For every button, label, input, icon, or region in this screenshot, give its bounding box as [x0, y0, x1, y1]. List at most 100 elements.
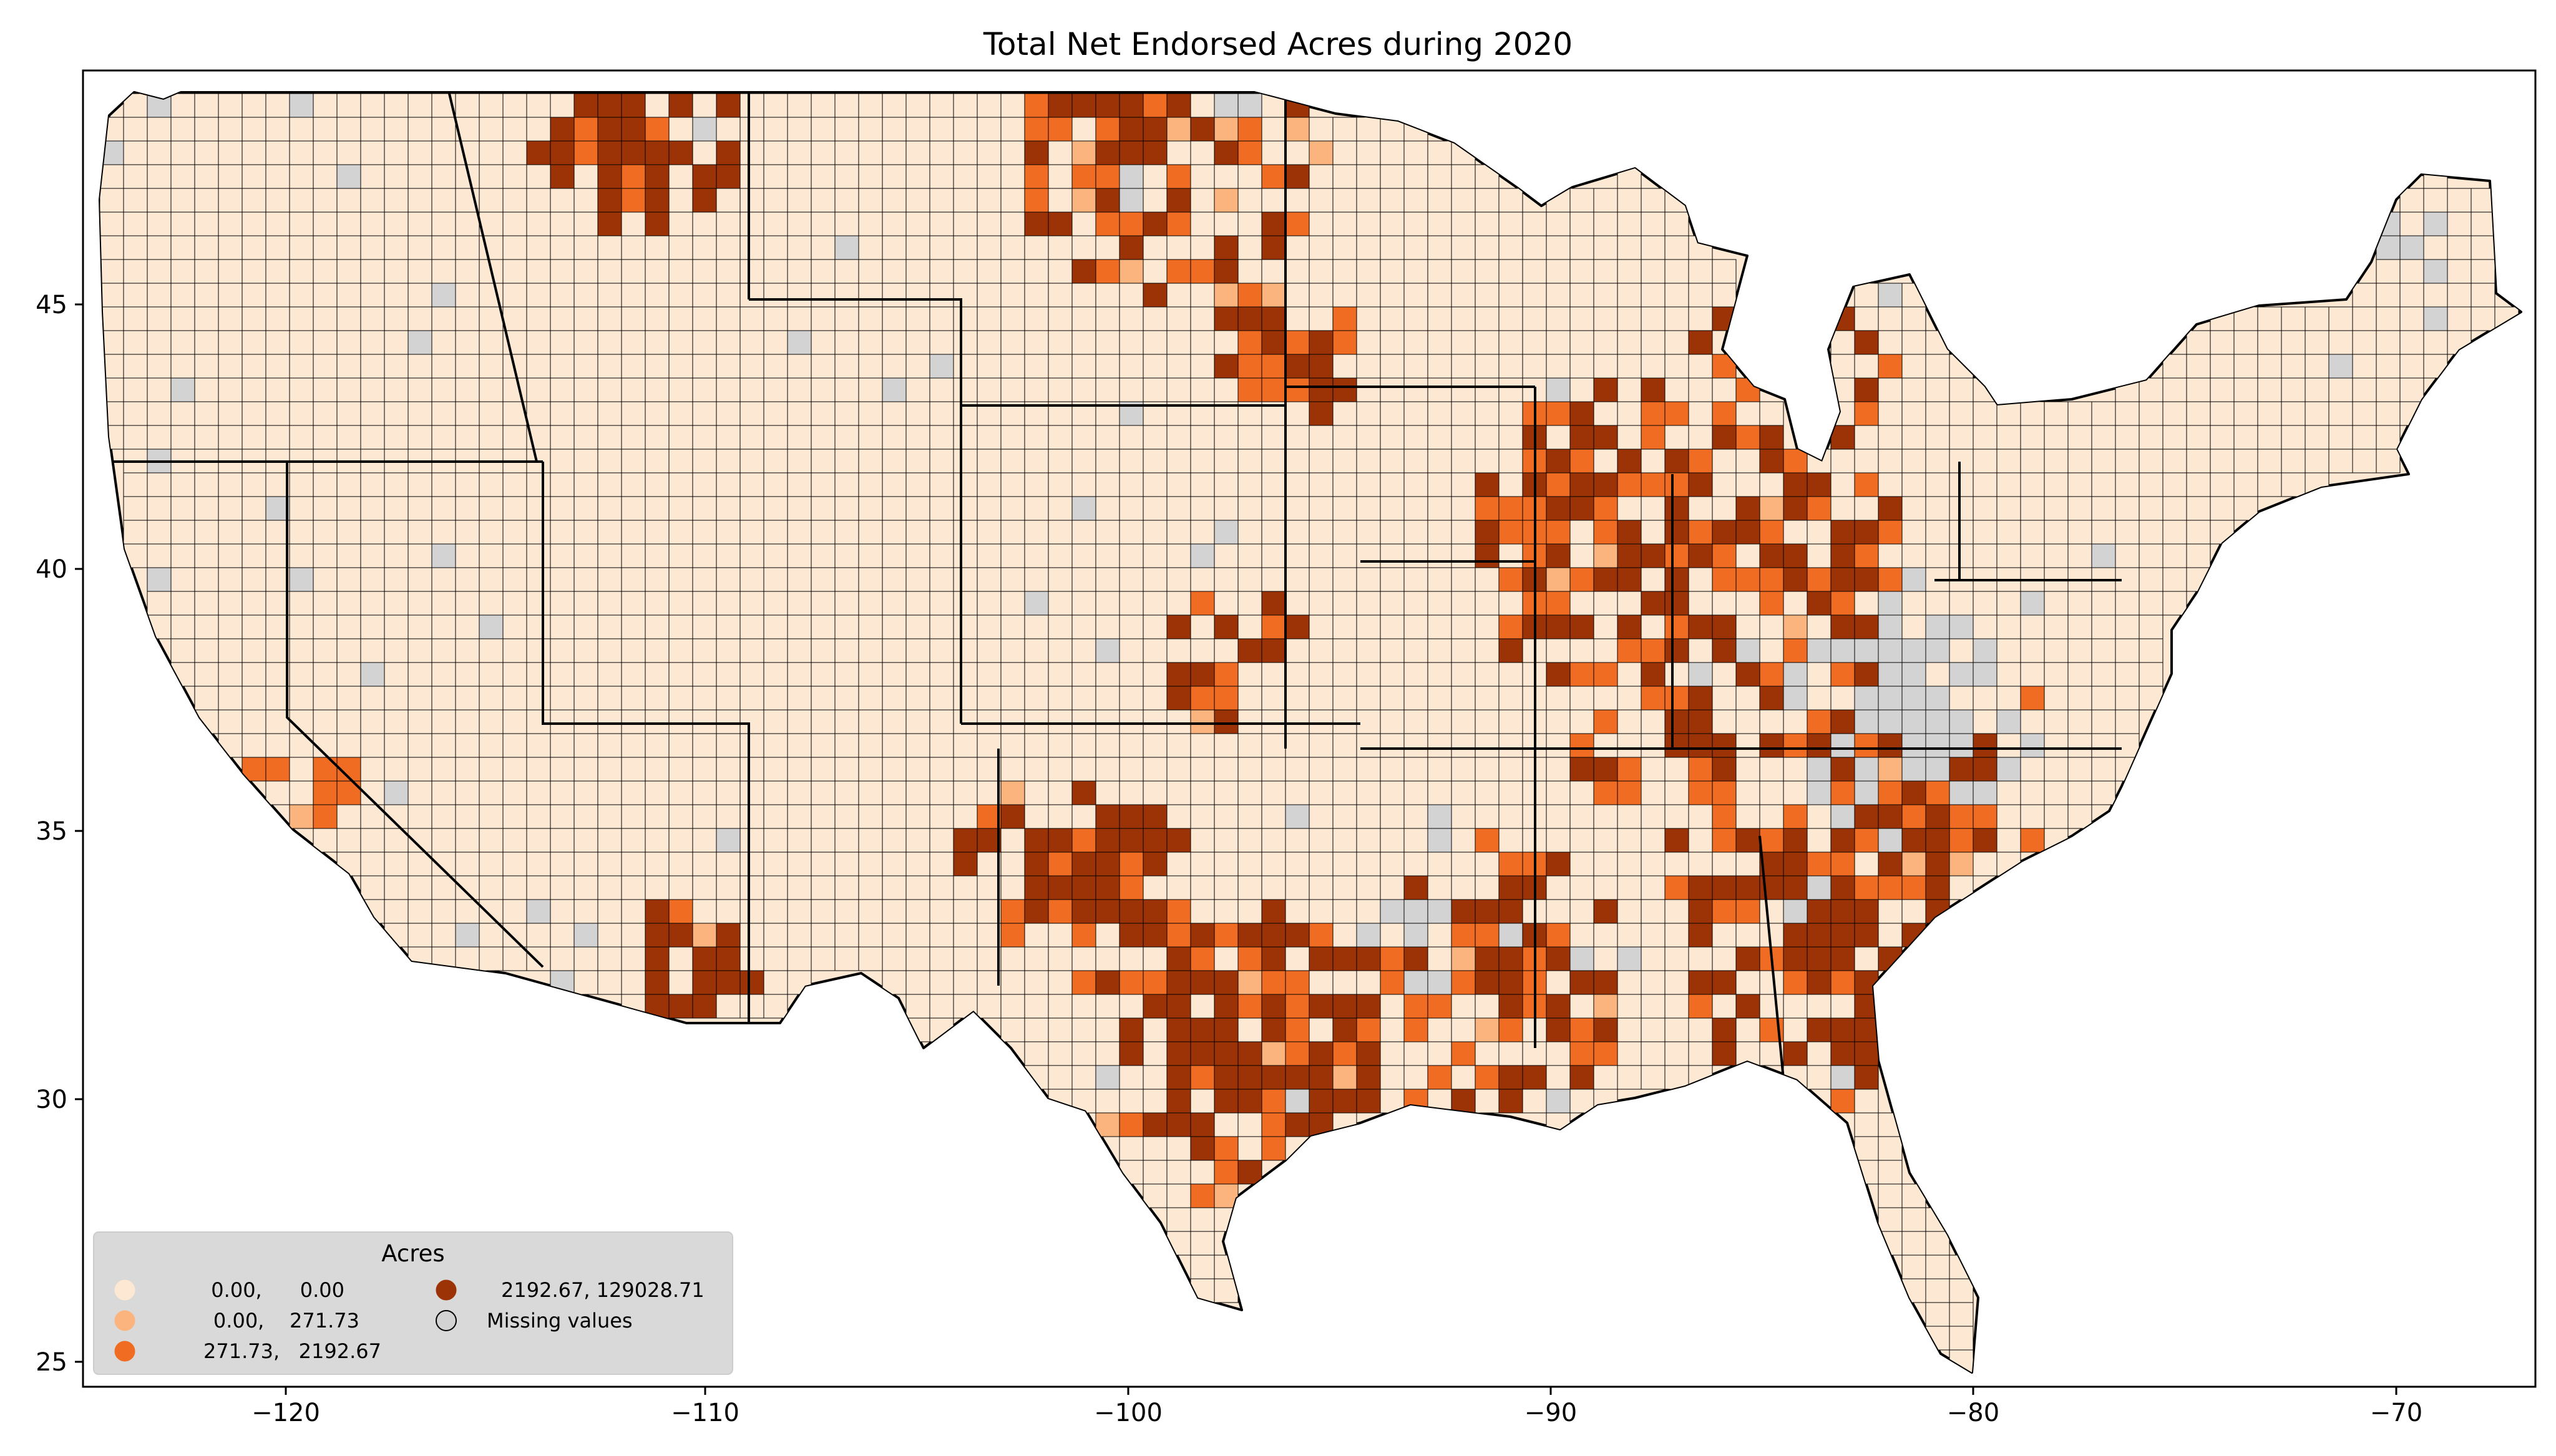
county-polygon: [692, 899, 717, 924]
county-polygon: [384, 93, 409, 118]
county-polygon: [1973, 614, 1997, 639]
county-polygon: [763, 614, 788, 639]
county-polygon: [621, 567, 646, 592]
county-polygon: [1475, 946, 1500, 971]
county-polygon: [1641, 1041, 1666, 1066]
county-polygon: [431, 164, 456, 189]
county-polygon: [1000, 567, 1025, 592]
county-polygon: [1688, 946, 1713, 971]
county-polygon: [1617, 899, 1642, 924]
county-polygon: [1214, 520, 1239, 545]
county-polygon: [1664, 520, 1689, 545]
county-polygon: [550, 780, 575, 805]
county-polygon: [977, 330, 1002, 355]
county-polygon: [1143, 520, 1168, 545]
county-polygon: [1925, 449, 1950, 473]
county-polygon: [1190, 1065, 1215, 1090]
county-polygon: [1332, 994, 1357, 1019]
county-polygon: [573, 259, 598, 284]
county-polygon: [1427, 401, 1452, 426]
county-polygon: [763, 757, 788, 782]
county-polygon: [336, 496, 361, 521]
county-polygon: [336, 377, 361, 402]
county-polygon: [716, 804, 741, 829]
county-polygon: [526, 757, 551, 782]
county-polygon: [1332, 757, 1357, 782]
county-polygon: [1071, 449, 1096, 473]
county-polygon: [289, 804, 314, 829]
county-polygon: [289, 259, 314, 284]
county-polygon: [289, 117, 314, 142]
county-polygon: [2115, 449, 2140, 473]
county-polygon: [1641, 686, 1666, 711]
county-polygon: [1024, 306, 1049, 331]
county-polygon: [1143, 164, 1168, 189]
county-polygon: [2044, 472, 2069, 497]
county-polygon: [1214, 1136, 1239, 1161]
county-polygon: [1309, 330, 1334, 355]
county-polygon: [716, 140, 741, 165]
county-polygon: [1688, 496, 1713, 521]
county-polygon: [1190, 1136, 1215, 1161]
county-polygon: [1403, 283, 1428, 308]
county-polygon: [1356, 401, 1381, 426]
county-polygon: [1380, 259, 1405, 284]
county-polygon: [1380, 852, 1405, 876]
county-polygon: [763, 591, 788, 616]
county-polygon: [265, 354, 290, 379]
county-polygon: [1712, 543, 1737, 568]
county-polygon: [668, 709, 693, 734]
county-polygon: [360, 117, 385, 142]
county-polygon: [1237, 1136, 1262, 1161]
county-polygon: [313, 211, 338, 236]
county-polygon: [1973, 449, 1997, 473]
county-polygon: [1403, 852, 1428, 876]
county-polygon: [668, 330, 693, 355]
county-polygon: [1807, 496, 1832, 521]
county-polygon: [1498, 235, 1523, 260]
county-polygon: [1854, 662, 1879, 687]
county-polygon: [123, 259, 148, 284]
county-polygon: [479, 591, 504, 616]
county-polygon: [1688, 354, 1713, 379]
county-polygon: [360, 733, 385, 758]
county-polygon: [2115, 638, 2140, 663]
county-polygon: [811, 211, 836, 236]
county-polygon: [1024, 188, 1049, 213]
county-polygon: [1593, 875, 1618, 900]
county-polygon: [1712, 662, 1737, 687]
county-polygon: [811, 401, 836, 426]
county-polygon: [550, 852, 575, 876]
county-polygon: [858, 828, 883, 853]
county-polygon: [1641, 591, 1666, 616]
county-polygon: [1237, 1041, 1262, 1066]
county-polygon: [1688, 804, 1713, 829]
county-polygon: [2376, 354, 2401, 379]
county-polygon: [1569, 188, 1594, 213]
county-polygon: [1380, 1017, 1405, 1042]
county-polygon: [1498, 567, 1523, 592]
county-polygon: [1380, 377, 1405, 402]
county-polygon: [597, 330, 622, 355]
county-polygon: [1973, 591, 1997, 616]
county-polygon: [1237, 614, 1262, 639]
county-polygon: [1973, 472, 1997, 497]
county-polygon: [1356, 852, 1381, 876]
county-polygon: [1712, 733, 1737, 758]
county-polygon: [1427, 614, 1452, 639]
county-polygon: [1735, 1017, 1760, 1042]
county-polygon: [1807, 875, 1832, 900]
county-polygon: [1143, 662, 1168, 687]
county-polygon: [1261, 875, 1286, 900]
county-polygon: [1332, 733, 1357, 758]
county-polygon: [953, 852, 978, 876]
county-polygon: [716, 330, 741, 355]
county-polygon: [1000, 164, 1025, 189]
county-polygon: [1901, 852, 1926, 876]
county-polygon: [645, 780, 670, 805]
county-polygon: [2423, 235, 2448, 260]
county-polygon: [1166, 283, 1191, 308]
county-polygon: [384, 377, 409, 402]
county-polygon: [1617, 164, 1642, 189]
county-polygon: [313, 662, 338, 687]
